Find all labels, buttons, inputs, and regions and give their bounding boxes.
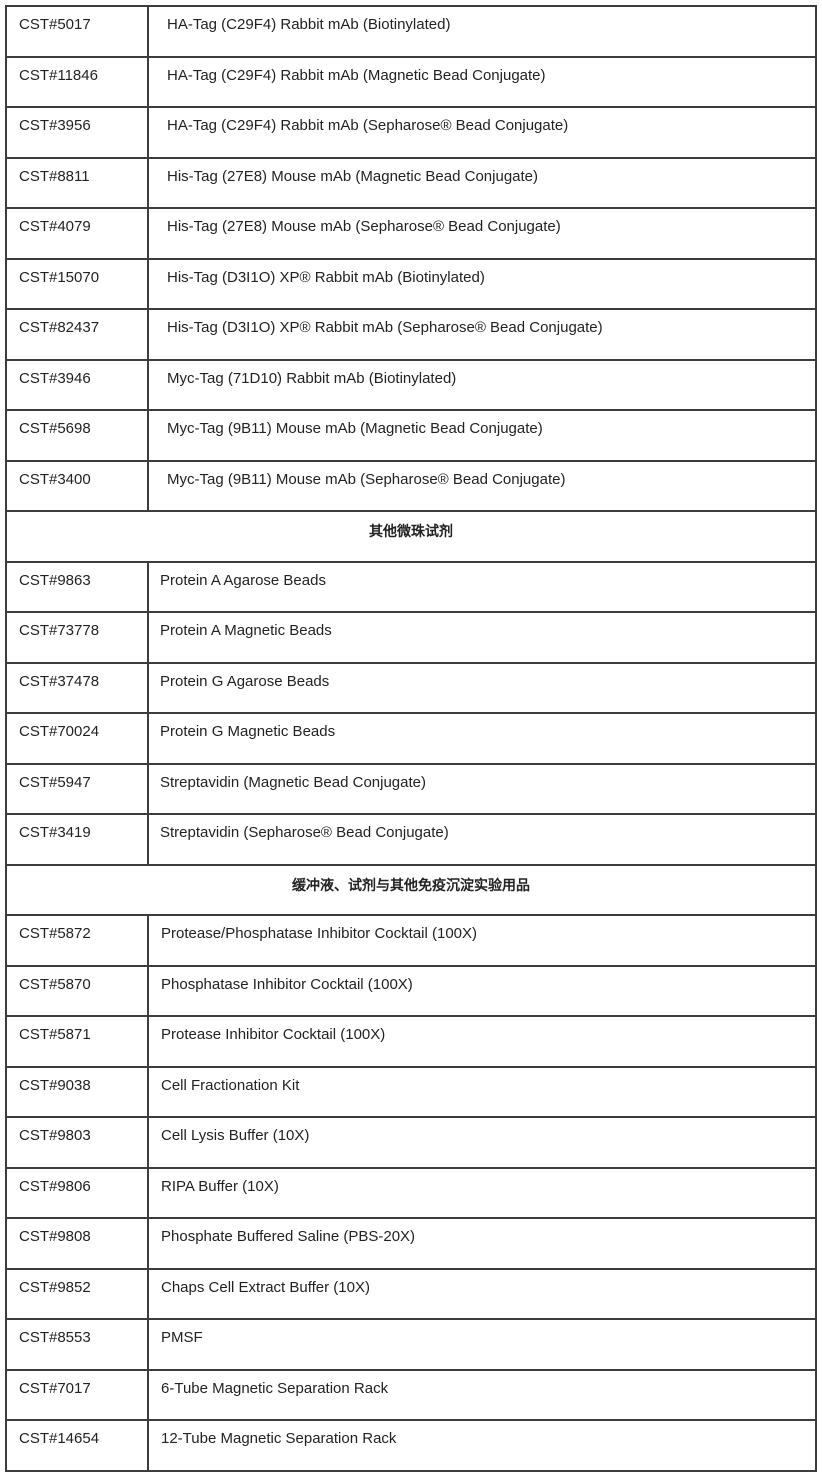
section-header-row: 其他微珠试剂 — [5, 510, 817, 563]
product-name: Protein G Magnetic Beads — [147, 712, 817, 765]
table-row: CST#70024 Protein G Magnetic Beads — [5, 712, 817, 765]
table-row: CST#3946 Myc-Tag (71D10) Rabbit mAb (Biot… — [5, 358, 817, 411]
catalog-number: CST#4079 — [5, 207, 149, 260]
catalog-number: CST#37478 — [5, 661, 149, 714]
product-name: Phosphatase Inhibitor Cocktail (100X) — [147, 964, 817, 1017]
table-row: CST#11846 HA-Tag (C29F4) Rabbit mAb (Magn… — [5, 55, 817, 108]
product-name: Protease/Phosphatase Inhibitor Cocktail … — [147, 914, 817, 967]
table-row: CST#8553 PMSF — [5, 1318, 817, 1371]
section-heading: 缓冲液、试剂与其他免疫沉淀实验用品 — [5, 863, 817, 916]
table-row: CST#9852 Chaps Cell Extract Buffer (10X) — [5, 1267, 817, 1320]
table-row: CST#3400 Myc-Tag (9B11) Mouse mAb (Sephar… — [5, 459, 817, 512]
table-row: CST#7017 6-Tube Magnetic Separation Rack — [5, 1368, 817, 1421]
table-row: CST#3419 Streptavidin (Sepharose® Bead Co… — [5, 813, 817, 866]
catalog-number: CST#9808 — [5, 1217, 149, 1270]
catalog-number: CST#5017 — [5, 5, 149, 58]
product-name: 6-Tube Magnetic Separation Rack — [147, 1368, 817, 1421]
table-row: CST#82437 His-Tag (D3I1O) XP® Rabbit mAb … — [5, 308, 817, 361]
catalog-number: CST#9852 — [5, 1267, 149, 1320]
section-heading: 其他微珠试剂 — [5, 510, 817, 563]
catalog-number: CST#5698 — [5, 409, 149, 462]
catalog-number: CST#5947 — [5, 762, 149, 815]
product-name: His-Tag (27E8) Mouse mAb (Sepharose® Bea… — [147, 207, 817, 260]
table-row: CST#5872 Protease/Phosphatase Inhibitor C… — [5, 914, 817, 967]
catalog-number: CST#8553 — [5, 1318, 149, 1371]
product-name: His-Tag (D3I1O) XP® Rabbit mAb (Sepharos… — [147, 308, 817, 361]
catalog-number: CST#5872 — [5, 914, 149, 967]
table-row: CST#5698 Myc-Tag (9B11) Mouse mAb (Magnet… — [5, 409, 817, 462]
catalog-number: CST#15070 — [5, 257, 149, 310]
product-name: His-Tag (D3I1O) XP® Rabbit mAb (Biotinyl… — [147, 257, 817, 310]
product-name: Phosphate Buffered Saline (PBS-20X) — [147, 1217, 817, 1270]
catalog-number: CST#3419 — [5, 813, 149, 866]
product-name: PMSF — [147, 1318, 817, 1371]
table-row: CST#4079 His-Tag (27E8) Mouse mAb (Sephar… — [5, 207, 817, 260]
catalog-number: CST#11846 — [5, 55, 149, 108]
catalog-number: CST#73778 — [5, 611, 149, 664]
catalog-number: CST#5871 — [5, 1015, 149, 1068]
product-name: RIPA Buffer (10X) — [147, 1166, 817, 1219]
table-row: CST#8811 His-Tag (27E8) Mouse mAb (Magnet… — [5, 156, 817, 209]
product-name: HA-Tag (C29F4) Rabbit mAb (Sepharose® Be… — [147, 106, 817, 159]
section-header-row: 缓冲液、试剂与其他免疫沉淀实验用品 — [5, 863, 817, 916]
product-name: Protein G Agarose Beads — [147, 661, 817, 714]
product-name: Protease Inhibitor Cocktail (100X) — [147, 1015, 817, 1068]
product-name: Cell Lysis Buffer (10X) — [147, 1116, 817, 1169]
product-name: Chaps Cell Extract Buffer (10X) — [147, 1267, 817, 1320]
table-row: CST#9863 Protein A Agarose Beads — [5, 560, 817, 613]
table-row: CST#9803 Cell Lysis Buffer (10X) — [5, 1116, 817, 1169]
table-row: CST#15070 His-Tag (D3I1O) XP® Rabbit mAb … — [5, 257, 817, 310]
table-row: CST#14654 12-Tube Magnetic Separation Rac… — [5, 1419, 817, 1472]
product-name: Protein A Agarose Beads — [147, 560, 817, 613]
catalog-number: CST#3946 — [5, 358, 149, 411]
product-name: Myc-Tag (9B11) Mouse mAb (Sepharose® Bea… — [147, 459, 817, 512]
product-table: CST#5017 HA-Tag (C29F4) Rabbit mAb (Bioti… — [5, 5, 817, 1472]
table-row: CST#9038 Cell Fractionation Kit — [5, 1065, 817, 1118]
catalog-number: CST#9803 — [5, 1116, 149, 1169]
product-name: Cell Fractionation Kit — [147, 1065, 817, 1118]
product-name: Myc-Tag (71D10) Rabbit mAb (Biotinylated… — [147, 358, 817, 411]
catalog-number: CST#70024 — [5, 712, 149, 765]
catalog-number: CST#9038 — [5, 1065, 149, 1118]
catalog-number: CST#82437 — [5, 308, 149, 361]
table-row: CST#9806 RIPA Buffer (10X) — [5, 1166, 817, 1219]
table-row: CST#37478 Protein G Agarose Beads — [5, 661, 817, 714]
product-name: Myc-Tag (9B11) Mouse mAb (Magnetic Bead … — [147, 409, 817, 462]
table-row: CST#3956 HA-Tag (C29F4) Rabbit mAb (Sepha… — [5, 106, 817, 159]
table-row: CST#5870 Phosphatase Inhibitor Cocktail (… — [5, 964, 817, 1017]
catalog-number: CST#3400 — [5, 459, 149, 512]
catalog-number: CST#9806 — [5, 1166, 149, 1219]
product-name: His-Tag (27E8) Mouse mAb (Magnetic Bead … — [147, 156, 817, 209]
product-name: 12-Tube Magnetic Separation Rack — [147, 1419, 817, 1472]
catalog-number: CST#8811 — [5, 156, 149, 209]
product-name: HA-Tag (C29F4) Rabbit mAb (Magnetic Bead… — [147, 55, 817, 108]
table-row: CST#5947 Streptavidin (Magnetic Bead Conj… — [5, 762, 817, 815]
catalog-number: CST#14654 — [5, 1419, 149, 1472]
table-row: CST#5871 Protease Inhibitor Cocktail (100… — [5, 1015, 817, 1068]
table-row: CST#9808 Phosphate Buffered Saline (PBS-2… — [5, 1217, 817, 1270]
table-row: CST#73778 Protein A Magnetic Beads — [5, 611, 817, 664]
catalog-number: CST#5870 — [5, 964, 149, 1017]
product-name: Protein A Magnetic Beads — [147, 611, 817, 664]
catalog-number: CST#3956 — [5, 106, 149, 159]
product-name: Streptavidin (Magnetic Bead Conjugate) — [147, 762, 817, 815]
catalog-number: CST#9863 — [5, 560, 149, 613]
catalog-number: CST#7017 — [5, 1368, 149, 1421]
product-name: Streptavidin (Sepharose® Bead Conjugate) — [147, 813, 817, 866]
table-row: CST#5017 HA-Tag (C29F4) Rabbit mAb (Bioti… — [5, 5, 817, 58]
product-name: HA-Tag (C29F4) Rabbit mAb (Biotinylated) — [147, 5, 817, 58]
